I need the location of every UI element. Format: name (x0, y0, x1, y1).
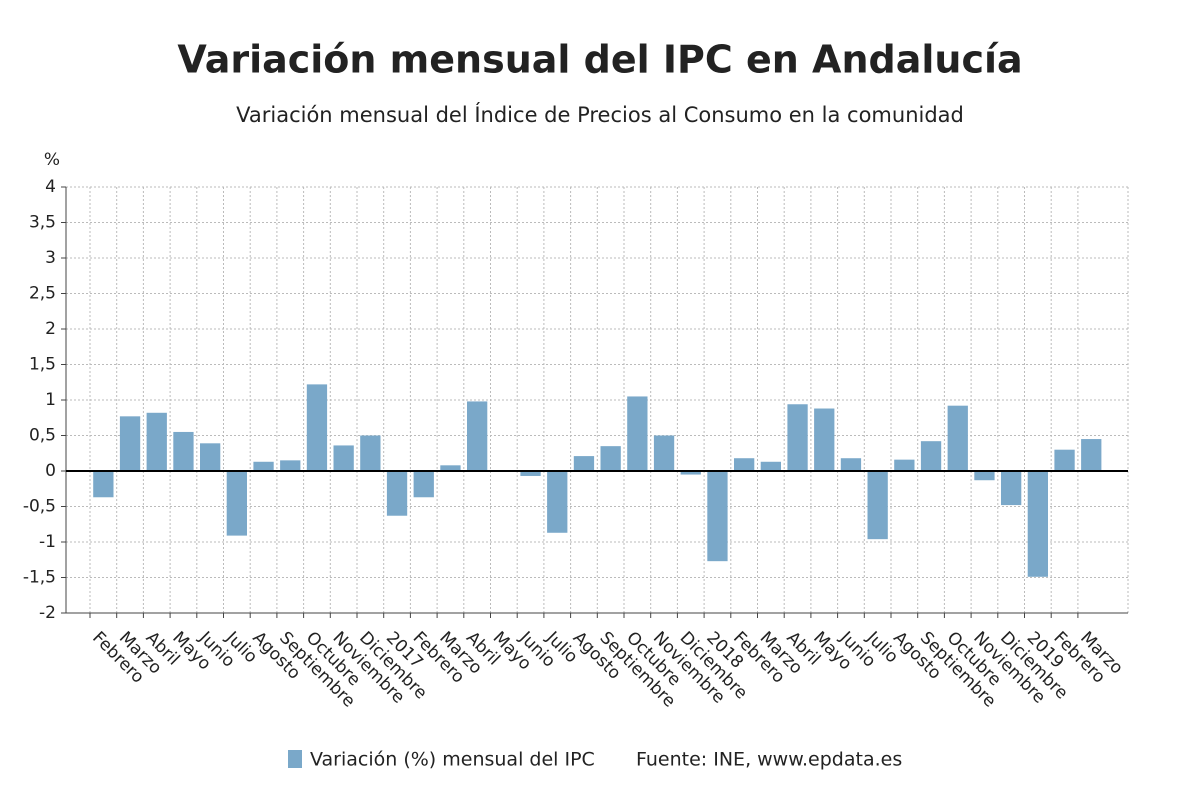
bar (1081, 439, 1102, 471)
bar (760, 461, 781, 471)
y-tick-label: 4 (45, 177, 56, 197)
y-tick-label: 0 (45, 461, 56, 481)
bar (386, 471, 408, 516)
bar (734, 458, 755, 471)
bar (707, 471, 728, 562)
bar (520, 471, 541, 476)
bar (680, 471, 701, 475)
source: Fuente: INE, www.epdata.es (636, 749, 902, 771)
bar (253, 461, 274, 471)
legend-label: Variación (%) mensual del IPC (310, 749, 595, 771)
bar (413, 471, 434, 498)
bar (947, 405, 968, 471)
y-tick-label: -1,5 (23, 568, 56, 588)
bar (333, 445, 354, 471)
bar (600, 446, 621, 471)
bar (93, 471, 114, 498)
bar (573, 456, 595, 471)
bar (1001, 471, 1022, 506)
y-tick-label: 2 (45, 319, 56, 339)
bar (200, 443, 221, 471)
bar (894, 459, 915, 471)
bar (787, 404, 808, 471)
bar (867, 471, 888, 540)
bar (467, 401, 488, 471)
bar (1027, 471, 1048, 577)
legend: Variación (%) mensual del IPC Fuente: IN… (288, 749, 902, 771)
y-tick-label: 1 (45, 390, 56, 410)
bar (173, 431, 194, 471)
chart-title: Variación mensual del IPC en Andalucía (177, 38, 1022, 82)
bar (920, 441, 942, 471)
bar (1054, 449, 1075, 471)
y-tick-label: -2 (39, 603, 56, 623)
bar (974, 471, 995, 481)
bar (653, 435, 675, 471)
bar (306, 384, 328, 471)
bar (119, 416, 141, 471)
y-tick-label: 0,5 (29, 426, 56, 446)
bar (280, 460, 301, 471)
chart-subtitle: Variación mensual del Índice de Precios … (236, 102, 964, 127)
y-axis-unit: % (44, 150, 60, 170)
bar (547, 471, 568, 533)
y-tick-label: 1,5 (29, 355, 56, 375)
bar (627, 396, 648, 471)
y-tick-label: -0,5 (23, 497, 56, 517)
y-tick-label: 2,5 (29, 284, 56, 304)
y-tick-label: 3,5 (29, 213, 56, 233)
y-tick-label: -1 (39, 532, 56, 552)
bar (440, 465, 461, 471)
legend-swatch (288, 750, 302, 768)
bar (360, 435, 381, 471)
bar (226, 471, 247, 536)
y-tick-label: 3 (45, 248, 56, 268)
bar (814, 408, 835, 471)
bar (146, 412, 167, 471)
bar (840, 458, 862, 471)
